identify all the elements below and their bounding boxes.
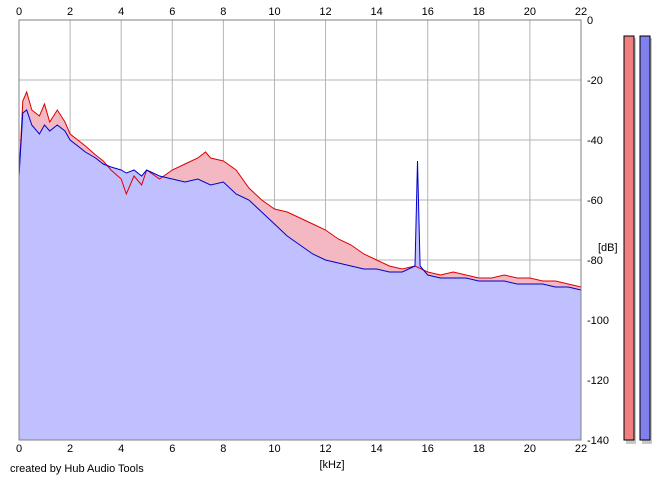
x-tick-bottom-3: 6 <box>169 443 175 455</box>
y-axis-right: 0 -20 -40 -60 -80 -100 -120 -140 <box>587 15 609 447</box>
meter-1-fill <box>639 35 651 441</box>
plot-frame <box>18 19 582 441</box>
x-tick-top-2: 4 <box>118 6 124 18</box>
x-tick-top-5: 10 <box>268 6 280 18</box>
x-tick-bottom-11: 22 <box>575 443 587 455</box>
x-axis-label: [kHz] <box>319 459 344 471</box>
y-tick-3: -60 <box>587 195 603 207</box>
x-axis-top: 0 2 4 6 8 10 12 14 16 18 20 22 <box>16 6 587 18</box>
x-tick-bottom-10: 20 <box>524 443 536 455</box>
y-tick-5: -100 <box>587 315 609 327</box>
x-tick-bottom-4: 8 <box>220 443 226 455</box>
level-meters <box>623 35 652 444</box>
x-tick-top-9: 18 <box>473 6 485 18</box>
x-tick-top-0: 0 <box>16 6 22 18</box>
y-tick-2: -40 <box>587 135 603 147</box>
y-tick-6: -120 <box>587 375 609 387</box>
x-tick-top-10: 20 <box>524 6 536 18</box>
x-tick-bottom-2: 4 <box>118 443 124 455</box>
x-tick-top-11: 22 <box>575 6 587 18</box>
y-axis-label: [dB] <box>598 242 618 254</box>
x-axis-bottom: 0 2 4 6 8 10 12 14 16 18 20 22 <box>16 443 587 455</box>
x-tick-top-6: 12 <box>319 6 331 18</box>
x-tick-bottom-0: 0 <box>16 443 22 455</box>
meter-0-fill <box>623 35 635 441</box>
y-tick-4: -80 <box>587 255 603 267</box>
x-tick-bottom-6: 12 <box>319 443 331 455</box>
x-tick-bottom-1: 2 <box>67 443 73 455</box>
x-tick-top-8: 16 <box>422 6 434 18</box>
series-0-line <box>18 90 582 288</box>
spectrum-lines <box>18 90 582 291</box>
x-tick-bottom-7: 14 <box>371 443 383 455</box>
x-tick-bottom-8: 16 <box>422 443 434 455</box>
y-tick-7: -140 <box>587 435 609 447</box>
y-tick-0: 0 <box>587 15 593 27</box>
x-tick-top-7: 14 <box>371 6 383 18</box>
x-tick-top-4: 8 <box>220 6 226 18</box>
x-tick-top-3: 6 <box>169 6 175 18</box>
y-tick-1: -20 <box>587 75 603 87</box>
credit-text: created by Hub Audio Tools <box>10 463 144 475</box>
x-tick-bottom-9: 18 <box>473 443 485 455</box>
series-1-area <box>19 110 581 440</box>
series-1-line <box>18 109 582 291</box>
x-tick-top-1: 2 <box>67 6 73 18</box>
x-tick-bottom-5: 10 <box>268 443 280 455</box>
